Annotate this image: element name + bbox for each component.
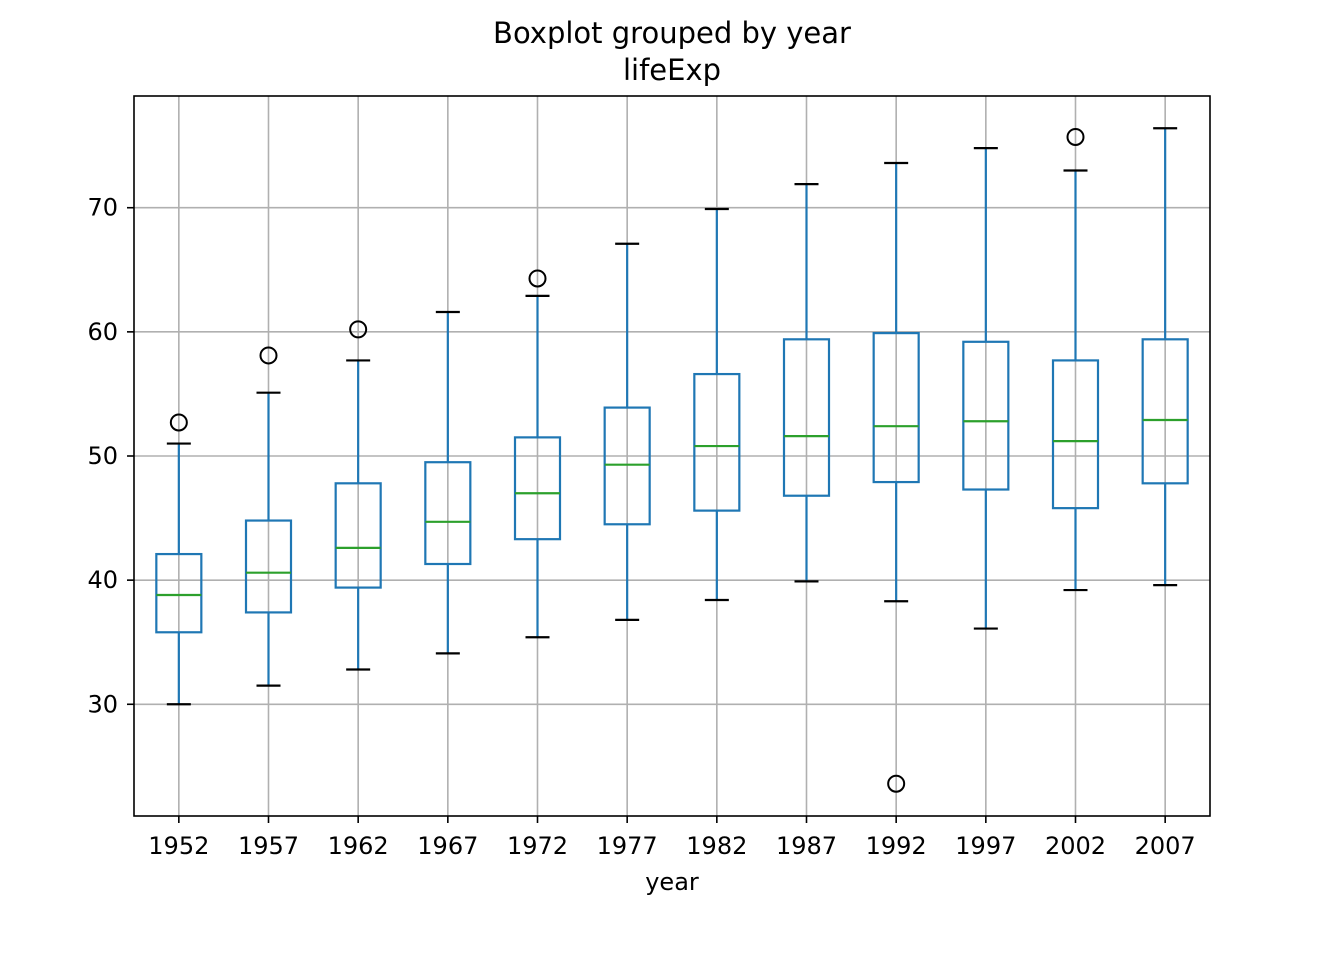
x-tick-label: 1957 — [238, 832, 299, 860]
iqr-box — [693, 372, 741, 512]
y-axis-ticks: 30 40 50 60 70 — [87, 194, 134, 718]
outlier-point — [528, 269, 547, 288]
iqr-box — [424, 461, 472, 566]
boxes — [155, 127, 1189, 793]
x-tick-label: 1992 — [866, 832, 927, 860]
x-tick-label: 1987 — [776, 832, 837, 860]
y-tick-label: 70 — [87, 194, 118, 222]
chart-title: Boxplot grouped by year — [493, 16, 851, 50]
iqr-box — [1141, 338, 1189, 485]
box-1987 — [782, 183, 831, 583]
iqr-box — [513, 436, 562, 541]
box-1952 — [155, 413, 203, 706]
iqr-box — [603, 406, 651, 526]
x-tick-label: 2002 — [1045, 832, 1106, 860]
x-axis-label: year — [645, 868, 699, 896]
x-tick-label: 1997 — [955, 832, 1016, 860]
iqr-box — [1051, 359, 1100, 510]
x-tick-label: 1967 — [417, 832, 478, 860]
y-tick-label: 50 — [87, 442, 118, 470]
x-tick-label: 1952 — [148, 832, 209, 860]
iqr-box — [782, 338, 831, 497]
x-axis-ticks: 1952 1957 1962 1967 1972 1977 1982 1987 1992 1997… — [148, 816, 1196, 860]
y-tick-label: 40 — [87, 566, 118, 594]
x-tick-label: 1977 — [597, 832, 658, 860]
outlier-point — [1066, 127, 1085, 146]
iqr-box — [872, 332, 920, 484]
outlier-point — [349, 320, 368, 339]
outlier-point — [169, 413, 188, 432]
y-tick-label: 60 — [87, 318, 118, 346]
x-tick-label: 2007 — [1135, 832, 1196, 860]
iqr-box — [962, 340, 1010, 491]
outlier-point — [887, 774, 906, 793]
box-1957 — [244, 346, 293, 687]
plot-frame — [133, 95, 1211, 817]
x-tick-label: 1962 — [328, 832, 389, 860]
box-1997 — [962, 147, 1010, 630]
iqr-box — [244, 519, 293, 614]
box-2002 — [1051, 127, 1100, 592]
outlier-point — [259, 346, 278, 365]
x-tick-label: 1982 — [686, 832, 747, 860]
box-1982 — [693, 207, 741, 602]
x-tick-label: 1972 — [507, 832, 568, 860]
box-2007 — [1141, 127, 1189, 587]
y-tick-label: 30 — [87, 690, 118, 718]
box-1967 — [424, 310, 472, 655]
box-1992 — [872, 161, 920, 793]
chart-subtitle: lifeExp — [623, 53, 721, 87]
box-1977 — [603, 242, 651, 621]
grid-lines — [134, 96, 1210, 816]
iqr-box — [155, 552, 203, 634]
box-1972 — [513, 269, 562, 639]
box-1962 — [334, 320, 382, 671]
iqr-box — [334, 482, 382, 589]
